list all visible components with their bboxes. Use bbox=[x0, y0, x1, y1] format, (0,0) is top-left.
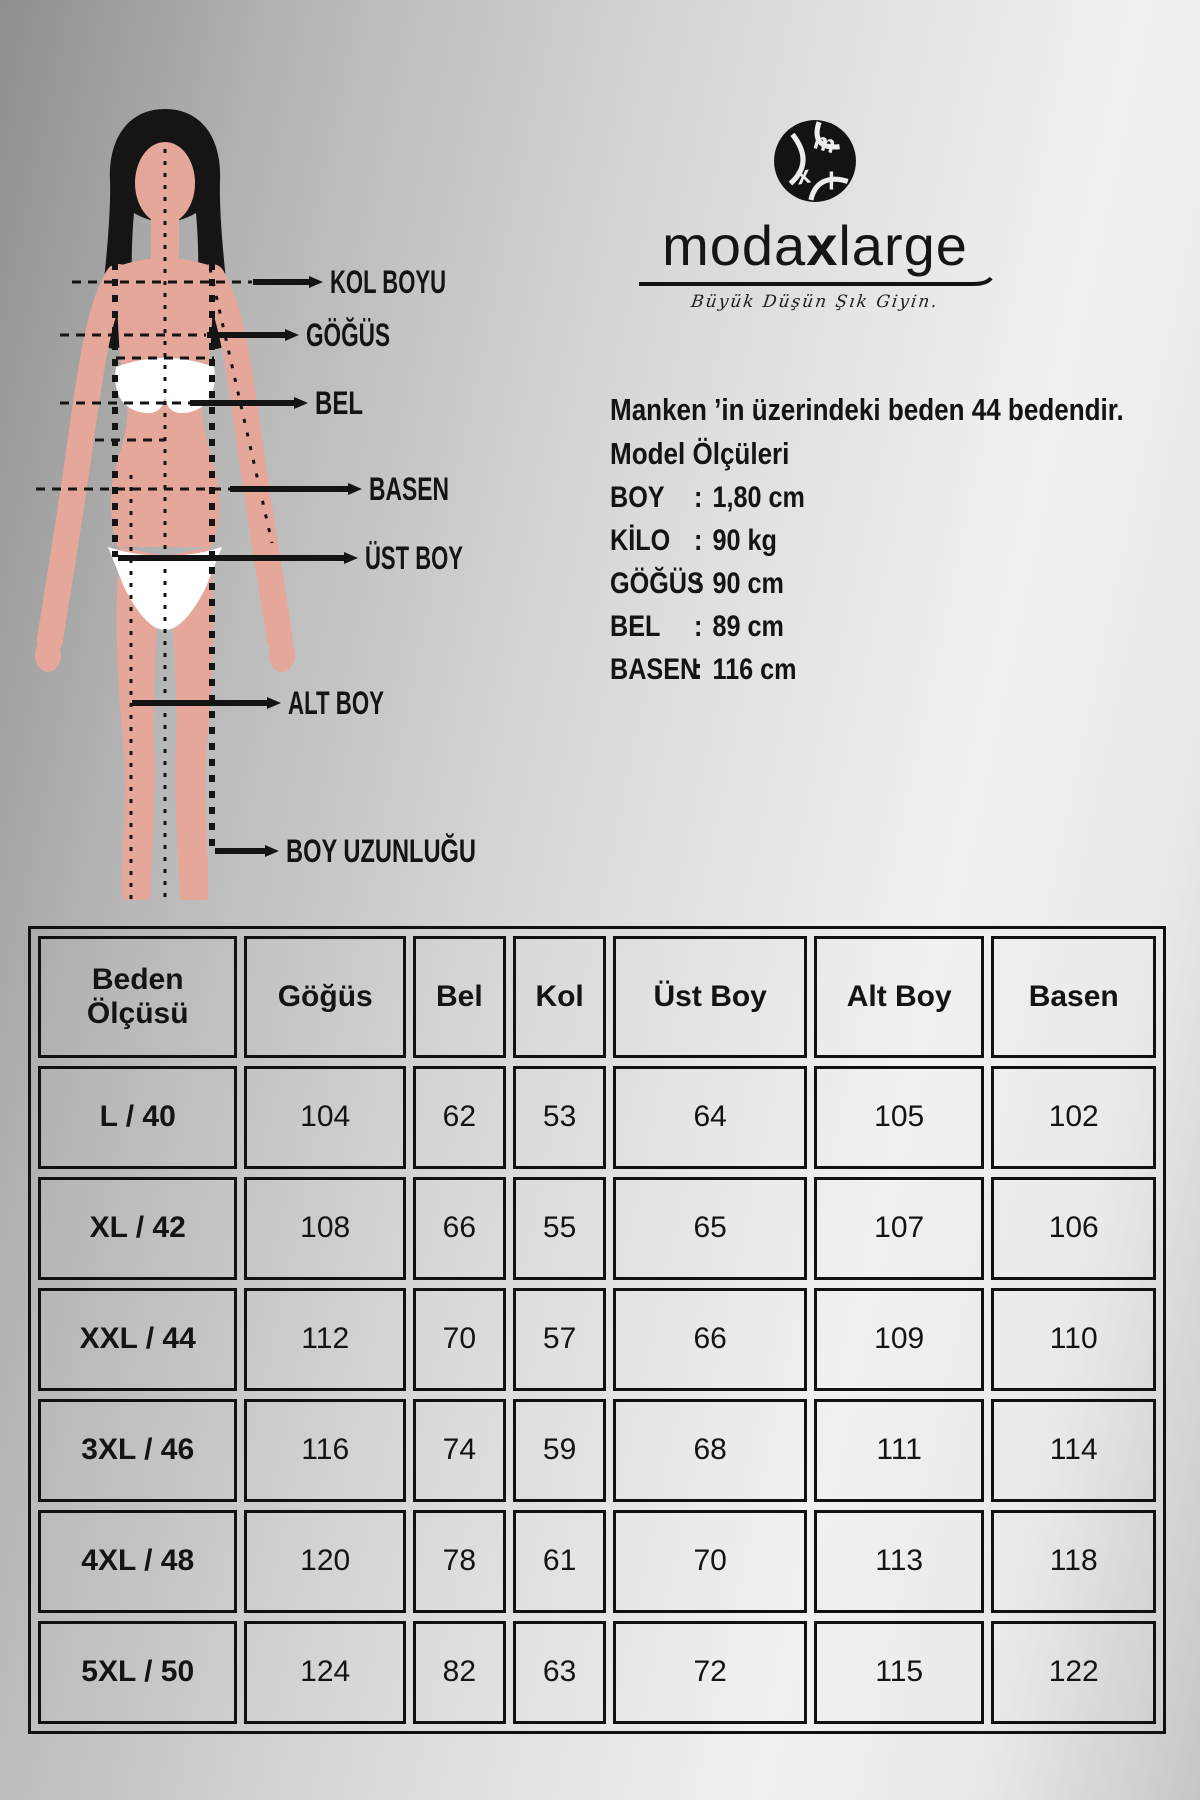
table-cell: 62 bbox=[412, 1066, 506, 1169]
size-table: Beden Ölçüsü Göğüs Bel Kol Üst Boy Alt B… bbox=[28, 926, 1166, 1734]
model-info-row: KİLO : 90 kg bbox=[610, 519, 1148, 562]
table-cell: 108 bbox=[244, 1177, 406, 1280]
model-info-row: BASEN : 116 cm bbox=[610, 648, 1148, 691]
label-ust-boy: ÜST BOY bbox=[365, 540, 463, 576]
table-cell: 61 bbox=[512, 1510, 607, 1613]
table-cell: 55 bbox=[512, 1177, 607, 1280]
table-header-bel: Bel bbox=[412, 936, 506, 1058]
monogram-l: l bbox=[828, 169, 835, 196]
model-info-row: BOY : 1,80 cm bbox=[610, 476, 1148, 519]
size-cell: XXL / 44 bbox=[38, 1288, 238, 1391]
model-info: Manken ’in üzerindeki beden 44 bedendir.… bbox=[610, 388, 1148, 691]
colon: : bbox=[694, 610, 703, 643]
table-cell: 78 bbox=[412, 1510, 506, 1613]
wordmark-x: x bbox=[806, 214, 839, 277]
table-cell: 113 bbox=[813, 1510, 985, 1613]
table-cell: 68 bbox=[613, 1399, 807, 1502]
table-cell: 120 bbox=[244, 1510, 406, 1613]
size-cell: 4XL / 48 bbox=[38, 1510, 238, 1613]
table-cell: 70 bbox=[412, 1288, 506, 1391]
brand-wordmark: modaxlarge bbox=[600, 218, 1030, 274]
table-cell: 72 bbox=[613, 1621, 807, 1724]
table-cell: 53 bbox=[512, 1066, 607, 1169]
label-gogus: GÖĞÜS bbox=[306, 317, 390, 353]
colon: : bbox=[694, 567, 703, 600]
model-info-label: GÖĞÜS bbox=[610, 567, 704, 600]
table-cell: 82 bbox=[412, 1621, 506, 1724]
table-cell: 74 bbox=[412, 1399, 506, 1502]
model-info-row: BEL : 89 cm bbox=[610, 605, 1148, 648]
table-cell: 66 bbox=[613, 1288, 807, 1391]
table-cell: 104 bbox=[244, 1066, 406, 1169]
size-cell: 5XL / 50 bbox=[38, 1621, 238, 1724]
wordmark-moda: moda bbox=[662, 214, 807, 277]
label-basen: BASEN bbox=[369, 471, 449, 507]
colon: : bbox=[694, 524, 703, 557]
monogram-x: x bbox=[794, 162, 812, 191]
colon: : bbox=[694, 481, 703, 514]
wordmark-large: large bbox=[838, 214, 968, 277]
table-cell: 102 bbox=[991, 1066, 1156, 1169]
measurement-labels: KOL BOYU GÖĞÜS BEL BASEN ÜST BOY ALT BOY… bbox=[286, 264, 476, 869]
table-cell: 110 bbox=[991, 1288, 1156, 1391]
model-info-value: 90 kg bbox=[712, 524, 777, 557]
brand-emblem-icon: m x l bbox=[774, 120, 856, 202]
label-boy-uzunlugu: BOY UZUNLUĞU bbox=[286, 833, 476, 869]
table-cell: 118 bbox=[991, 1510, 1156, 1613]
table-header-kol: Kol bbox=[512, 936, 607, 1058]
table-cell: 63 bbox=[512, 1621, 607, 1724]
label-bel: BEL bbox=[315, 385, 363, 421]
table-cell: 114 bbox=[991, 1399, 1156, 1502]
size-cell: L / 40 bbox=[38, 1066, 238, 1169]
table-header-ust-boy: Üst Boy bbox=[613, 936, 807, 1058]
table-cell: 112 bbox=[244, 1288, 406, 1391]
model-info-value: 1,80 cm bbox=[712, 481, 805, 514]
table-header-alt-boy: Alt Boy bbox=[813, 936, 985, 1058]
label-alt-boy: ALT BOY bbox=[288, 685, 384, 721]
table-cell: 66 bbox=[412, 1177, 506, 1280]
table-cell: 70 bbox=[613, 1510, 807, 1613]
model-measurements-title: Model Ölçüleri bbox=[610, 436, 790, 471]
model-info-label: BASEN bbox=[610, 653, 699, 686]
table-cell: 115 bbox=[813, 1621, 985, 1724]
table-cell: 57 bbox=[512, 1288, 607, 1391]
table-header-basen: Basen bbox=[991, 936, 1156, 1058]
table-cell: 65 bbox=[613, 1177, 807, 1280]
table-cell: 59 bbox=[512, 1399, 607, 1502]
model-info-label: BOY bbox=[610, 481, 665, 514]
size-cell: 3XL / 46 bbox=[38, 1399, 238, 1502]
label-kol-boyu: KOL BOYU bbox=[330, 264, 446, 300]
mannequin-size-note: Manken ’in üzerindeki beden 44 bedendir. bbox=[610, 392, 1124, 427]
size-table-grid: Beden Ölçüsü Göğüs Bel Kol Üst Boy Alt B… bbox=[38, 936, 1156, 1724]
table-cell: 106 bbox=[991, 1177, 1156, 1280]
woman-silhouette-icon bbox=[35, 109, 295, 900]
model-info-value: 90 cm bbox=[712, 567, 784, 600]
wordmark-underline bbox=[639, 276, 993, 286]
table-cell: 105 bbox=[813, 1066, 985, 1169]
model-info-row: GÖĞÜS : 90 cm bbox=[610, 562, 1148, 605]
measurement-arrows bbox=[118, 276, 362, 857]
brand-logo: m x l modaxlarge Büyük Düşün Şık Giyin. bbox=[600, 118, 1030, 312]
size-cell: XL / 42 bbox=[38, 1177, 238, 1280]
table-header-gogus: Göğüs bbox=[244, 936, 406, 1058]
table-cell: 109 bbox=[813, 1288, 985, 1391]
colon: : bbox=[694, 653, 703, 686]
model-info-value: 116 cm bbox=[712, 653, 797, 686]
table-cell: 122 bbox=[991, 1621, 1156, 1724]
body-measurement-diagram: KOL BOYU GÖĞÜS BEL BASEN ÜST BOY ALT BOY… bbox=[35, 109, 476, 900]
table-cell: 64 bbox=[613, 1066, 807, 1169]
model-info-label: BEL bbox=[610, 610, 661, 643]
table-header-beden-olcusu: Beden Ölçüsü bbox=[38, 936, 238, 1058]
brand-tagline: Büyük Düşün Şık Giyin. bbox=[689, 292, 941, 312]
table-cell: 124 bbox=[244, 1621, 406, 1724]
model-info-value: 89 cm bbox=[712, 610, 784, 643]
model-info-label: KİLO bbox=[610, 524, 671, 557]
table-cell: 107 bbox=[813, 1177, 985, 1280]
table-cell: 111 bbox=[813, 1399, 985, 1502]
table-cell: 116 bbox=[244, 1399, 406, 1502]
